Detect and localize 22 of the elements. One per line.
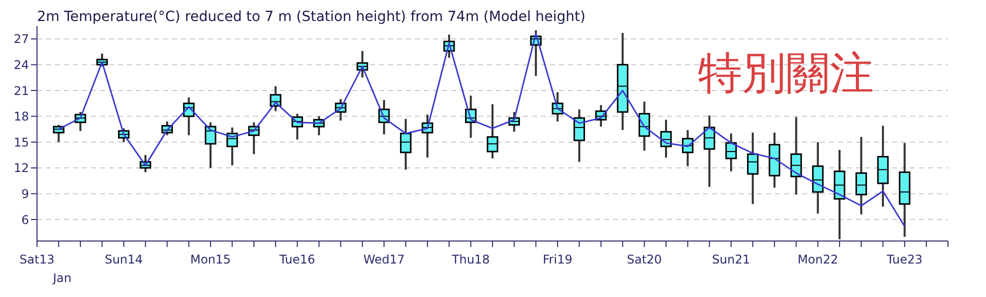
chart-title: 2m Temperature(°C) reduced to 7 m (Station height) from 74m (Model height) bbox=[37, 9, 586, 25]
x-tick-label: Mon22 bbox=[798, 252, 838, 267]
x-tick-label: Tue23 bbox=[886, 252, 922, 267]
y-tick-label: 12 bbox=[14, 161, 29, 176]
x-tick-label: Tue16 bbox=[278, 252, 316, 267]
y-tick-label: 24 bbox=[14, 58, 29, 72]
annotation: 特別關注 bbox=[698, 48, 874, 99]
y-tick-label: 15 bbox=[14, 135, 29, 150]
x-tick-label: Thu18 bbox=[450, 252, 490, 267]
y-tick-label: 21 bbox=[14, 84, 29, 98]
x-tick-label: Mon15 bbox=[190, 252, 231, 267]
text: Jan bbox=[53, 271, 72, 285]
x-tick-label: Sun21 bbox=[712, 252, 750, 267]
y-tick-label: 9 bbox=[21, 186, 29, 201]
x-tick-label: Fri19 bbox=[542, 252, 572, 267]
y-tick-label: 27 bbox=[14, 32, 29, 46]
x-tick-label: Wed17 bbox=[363, 252, 405, 267]
x-tick-label: Sat20 bbox=[626, 252, 662, 267]
y-tick-label: 6 bbox=[21, 212, 29, 227]
x-tick-label: Sun14 bbox=[104, 252, 143, 267]
y-tick-label: 18 bbox=[14, 110, 29, 124]
x-tick-label: Sat13 bbox=[20, 252, 54, 267]
